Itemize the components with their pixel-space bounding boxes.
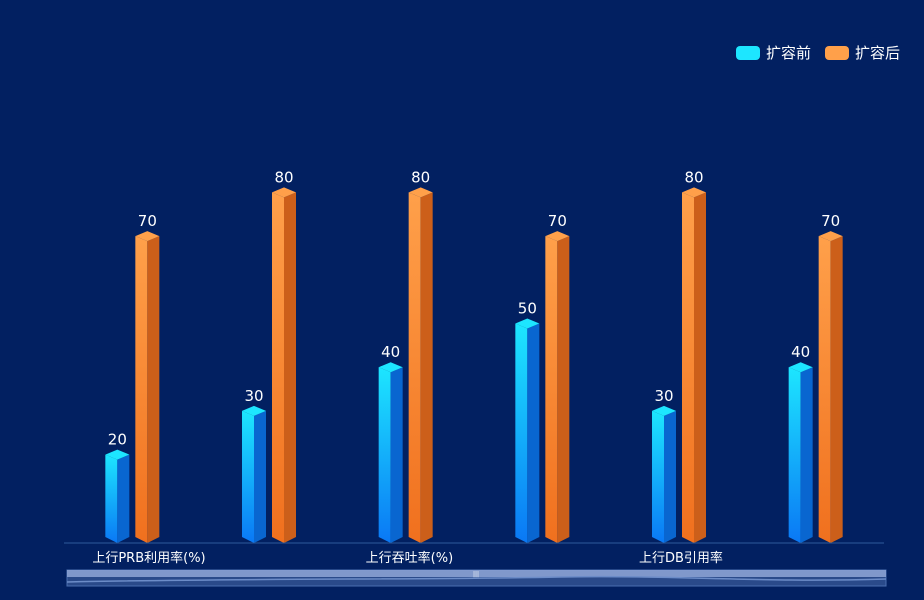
data-label-s0-c5: 40 [791, 343, 810, 361]
bar-s0-c0[interactable] [105, 449, 130, 543]
legend-swatch-after [824, 45, 849, 60]
bar-s0-c5[interactable] [788, 362, 813, 543]
bar-s1-c3[interactable] [545, 231, 570, 543]
x-tick-label-2: 上行吞吐率(%) [366, 550, 454, 566]
bar-s0-c3[interactable] [515, 318, 540, 544]
data-label-s0-c2: 40 [381, 343, 400, 361]
data-label-s1-c3: 70 [548, 212, 567, 230]
data-zoom-preview-line [66, 575, 887, 583]
data-label-s1-c1: 80 [274, 168, 293, 186]
data-label-s1-c5: 70 [821, 212, 840, 230]
bar-s0-c2[interactable] [378, 362, 403, 543]
data-label-s1-c4: 80 [684, 168, 703, 186]
legend-item-after[interactable]: 扩容后 [824, 42, 900, 63]
bar-s1-c5[interactable] [818, 231, 843, 543]
data-zoom-slider[interactable]: ||| [66, 569, 887, 587]
x-axis-labels: 上行PRB利用率(%) 上行吞吐率(%) 上行DB引用率 [92, 550, 723, 566]
x-tick-label-4: 上行DB引用率 [639, 550, 723, 566]
legend-label-after: 扩容后 [854, 44, 900, 62]
data-zoom-handle-icon[interactable]: ||| [473, 571, 479, 578]
bar-s0-c1[interactable] [242, 405, 266, 543]
data-label-s1-c2: 80 [411, 168, 430, 186]
data-label-s1-c0: 70 [138, 212, 157, 230]
legend: 扩容前 扩容后 [735, 42, 900, 63]
x-tick-label-0: 上行PRB利用率(%) [92, 550, 205, 566]
bars-group: 20 70 30 80 40 80 50 70 30 80 40 70 [105, 168, 843, 544]
data-label-s0-c0: 20 [108, 431, 127, 449]
bar-s1-c4[interactable] [682, 187, 706, 543]
legend-item-before[interactable]: 扩容前 [735, 42, 811, 63]
bar-s1-c1[interactable] [272, 187, 296, 543]
legend-label-before: 扩容前 [765, 44, 811, 62]
data-zoom-window[interactable] [67, 570, 886, 577]
bar-s1-c2[interactable] [408, 187, 433, 543]
data-label-s0-c3: 50 [518, 300, 537, 318]
data-label-s0-c4: 30 [654, 387, 673, 405]
legend-swatch-before [735, 45, 760, 60]
bar-s0-c4[interactable] [652, 405, 676, 543]
bar-s1-c0[interactable] [135, 231, 160, 543]
data-label-s0-c1: 30 [244, 387, 263, 405]
